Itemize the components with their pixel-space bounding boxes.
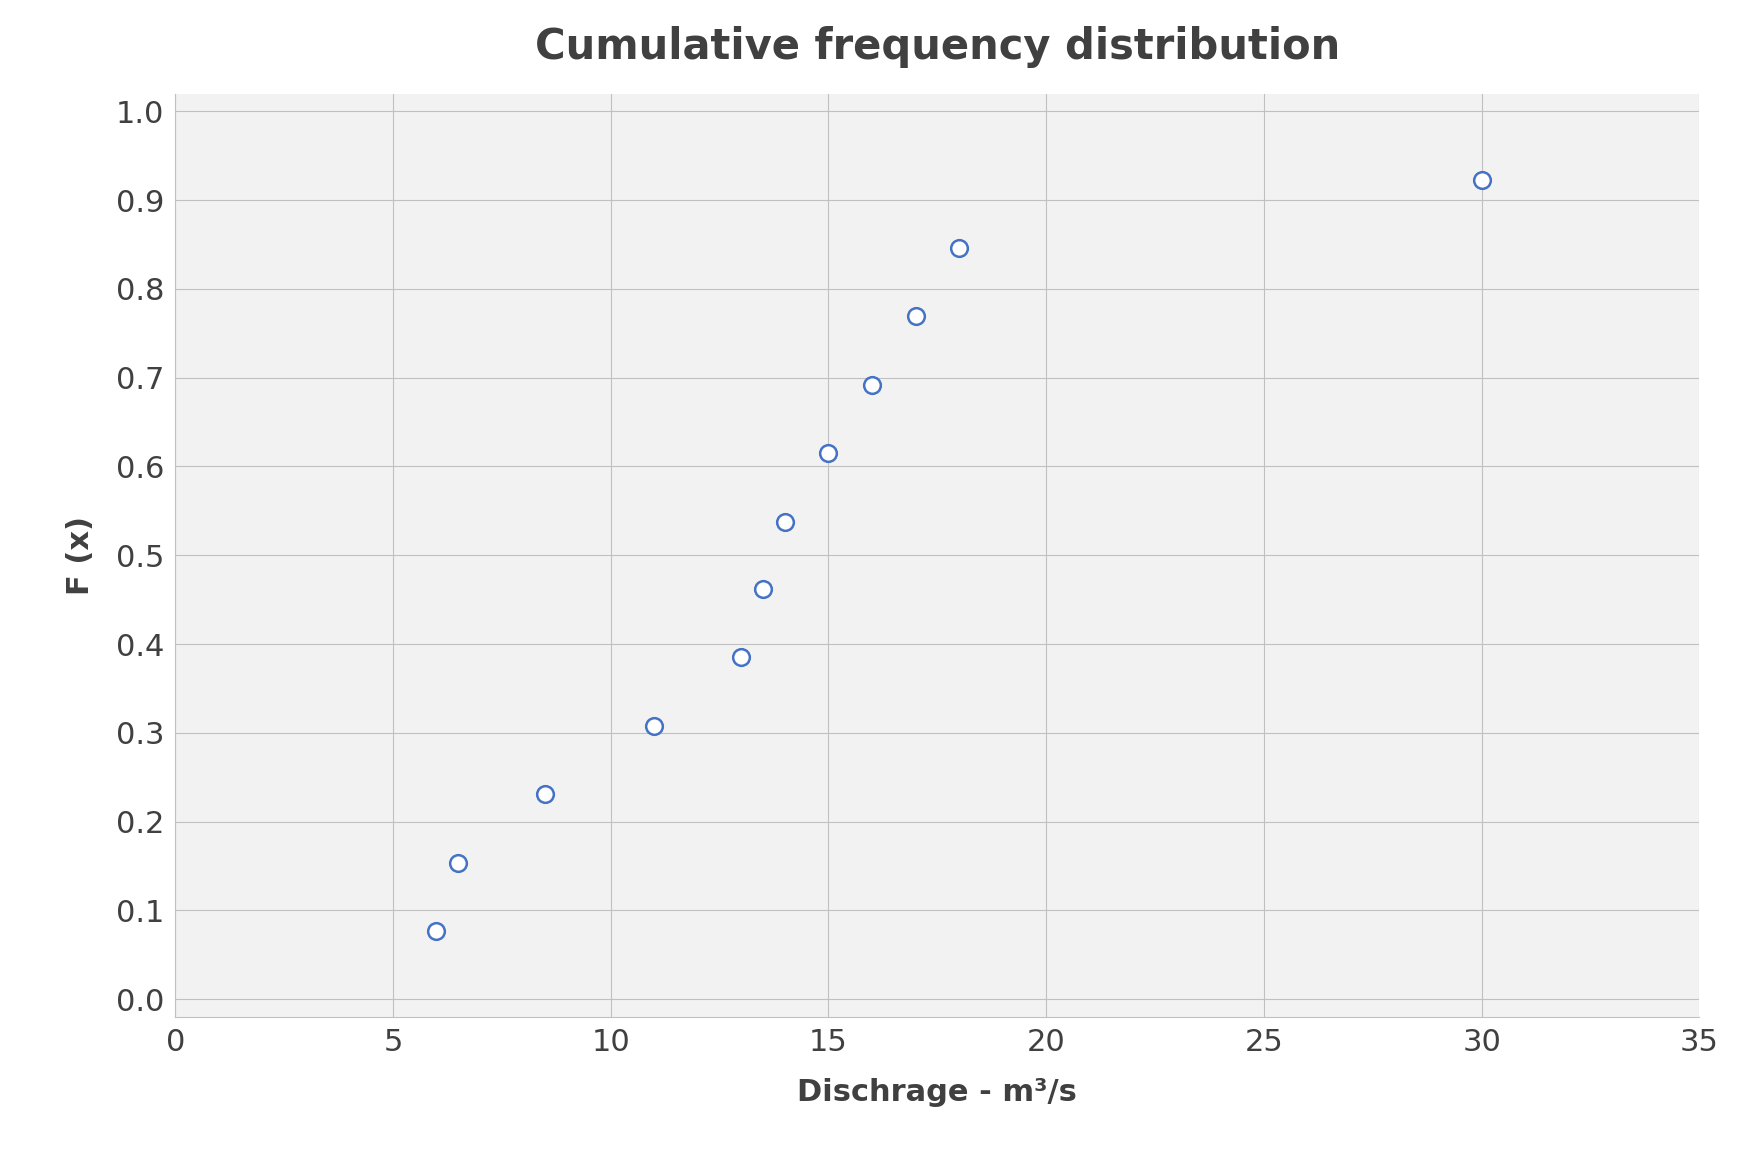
Point [815, 444, 843, 463]
Point [858, 375, 887, 394]
Point [727, 648, 755, 666]
Point [771, 512, 799, 531]
Point [1468, 171, 1496, 189]
Point [531, 784, 559, 803]
Y-axis label: F (x): F (x) [67, 516, 95, 595]
Point [902, 307, 930, 326]
Title: Cumulative frequency distribution: Cumulative frequency distribution [534, 26, 1340, 68]
Point [750, 580, 778, 599]
Point [944, 238, 972, 257]
Point [422, 921, 450, 940]
Point [639, 717, 668, 735]
Point [445, 853, 473, 872]
X-axis label: Dischrage - m³/s: Dischrage - m³/s [797, 1078, 1077, 1107]
